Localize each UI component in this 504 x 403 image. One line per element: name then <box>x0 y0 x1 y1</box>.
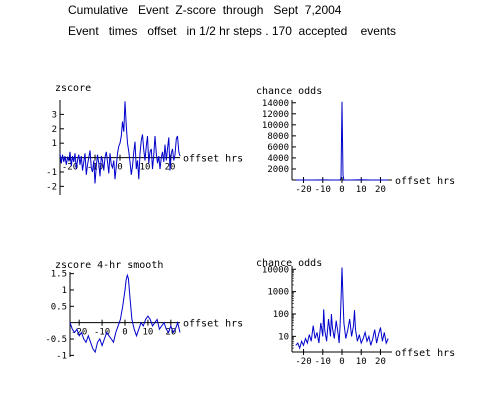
y-tick-label: -0.5 <box>45 335 67 345</box>
panel-title: chance odds <box>256 258 322 269</box>
y-tick-label: 12000 <box>262 110 289 120</box>
panel-title: zscore 4-hr smooth <box>55 260 163 271</box>
series-line <box>69 273 181 354</box>
series-line <box>295 101 389 181</box>
y-tick-label: 10000 <box>262 265 289 275</box>
chart-title: Cumulative Event Z-score through Sept 7,… <box>68 3 342 17</box>
chart-subtitle: Event times offset in 1/2 hr steps . 170… <box>68 24 396 38</box>
y-tick-label: 4000 <box>267 154 289 164</box>
y-tick-label: -1 <box>46 168 57 178</box>
y-tick-label: 6000 <box>267 143 289 153</box>
x-tick-label: 0 <box>339 357 344 367</box>
y-tick-label: 1 <box>52 139 57 149</box>
x-axis-label: offset hrs <box>395 176 455 187</box>
y-tick-label: 3 <box>52 110 57 120</box>
x-tick-label: 10 <box>140 163 151 173</box>
x-tick-label: 20 <box>165 328 176 338</box>
y-tick-label: 100 <box>273 310 289 320</box>
y-tick-label: 1 <box>62 286 67 296</box>
x-tick-label: 10 <box>356 357 367 367</box>
x-tick-label: -20 <box>295 357 311 367</box>
x-tick-label: -20 <box>295 185 311 195</box>
y-tick-label: 2 <box>52 125 57 135</box>
series-line <box>59 101 181 184</box>
x-tick-label: -10 <box>315 185 331 195</box>
y-tick-label: 1.5 <box>51 270 67 280</box>
y-tick-label: 10 <box>278 332 289 342</box>
y-tick-label: 2000 <box>267 165 289 175</box>
x-tick-label: 20 <box>375 185 386 195</box>
y-tick-label: 10000 <box>262 121 289 131</box>
x-tick-label: -10 <box>315 357 331 367</box>
y-tick-label: 8000 <box>267 132 289 142</box>
x-tick-label: -10 <box>94 328 110 338</box>
x-tick-label: 10 <box>142 328 153 338</box>
x-tick-label: 20 <box>375 357 386 367</box>
x-axis-label: offset hrs <box>183 319 243 330</box>
x-axis-label: offset hrs <box>395 348 455 359</box>
y-tick-label: 14000 <box>262 99 289 109</box>
x-tick-label: 0 <box>117 163 122 173</box>
x-tick-label: 10 <box>356 185 367 195</box>
x-axis-label: offset hrs <box>183 154 243 165</box>
y-tick-label: 1000 <box>267 288 289 298</box>
panel-title: chance odds <box>256 86 322 97</box>
y-tick-label: -2 <box>46 182 57 192</box>
y-tick-label: 0.5 <box>51 302 67 312</box>
x-tick-label: -10 <box>87 163 103 173</box>
x-tick-label: -20 <box>71 328 87 338</box>
x-tick-label: -20 <box>62 163 78 173</box>
x-tick-label: 0 <box>339 185 344 195</box>
series-line <box>295 267 389 350</box>
y-tick-label: -1 <box>56 351 67 361</box>
panel-title: zscore <box>55 83 91 94</box>
x-tick-label: 0 <box>122 328 127 338</box>
